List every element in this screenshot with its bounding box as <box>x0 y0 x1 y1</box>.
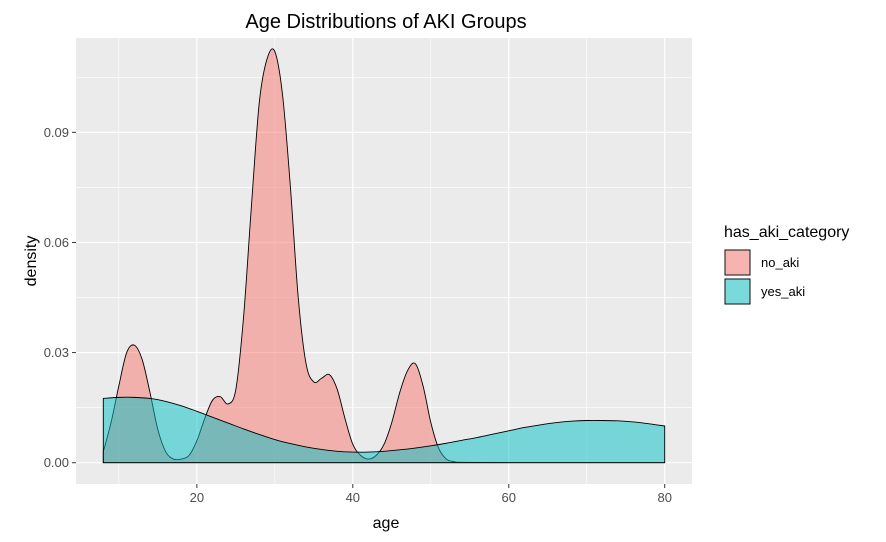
x-axis-title: age <box>373 515 400 532</box>
x-axis: 20 40 60 80 <box>190 484 672 505</box>
y-axis: 0.00 0.03 0.06 0.09 <box>44 125 76 470</box>
legend-title: has_aki_category <box>724 224 849 241</box>
density-areas <box>102 48 666 464</box>
y-tick-label: 0.03 <box>44 345 69 360</box>
legend-no-aki-label: no_aki <box>761 255 799 270</box>
x-tick-label: 60 <box>502 490 516 505</box>
legend-yes-aki-swatch <box>724 278 751 305</box>
legend-no-aki-swatch <box>724 249 751 276</box>
x-tick-label: 20 <box>190 490 204 505</box>
grid-lines <box>76 38 692 484</box>
x-tick-label: 40 <box>346 490 360 505</box>
x-tick-label: 80 <box>657 490 671 505</box>
y-axis-title: density <box>23 236 40 287</box>
legend-yes-aki-label: yes_aki <box>761 284 805 299</box>
legend-items: no_aki yes_aki <box>724 249 805 305</box>
y-tick-label: 0.06 <box>44 235 69 250</box>
chart-title: Age Distributions of AKI Groups <box>245 11 526 33</box>
y-tick-label: 0.00 <box>44 455 69 470</box>
y-tick-label: 0.09 <box>44 125 69 140</box>
density-area-yes-aki <box>102 396 666 464</box>
legend: has_aki_category no_aki yes_aki <box>724 224 849 305</box>
